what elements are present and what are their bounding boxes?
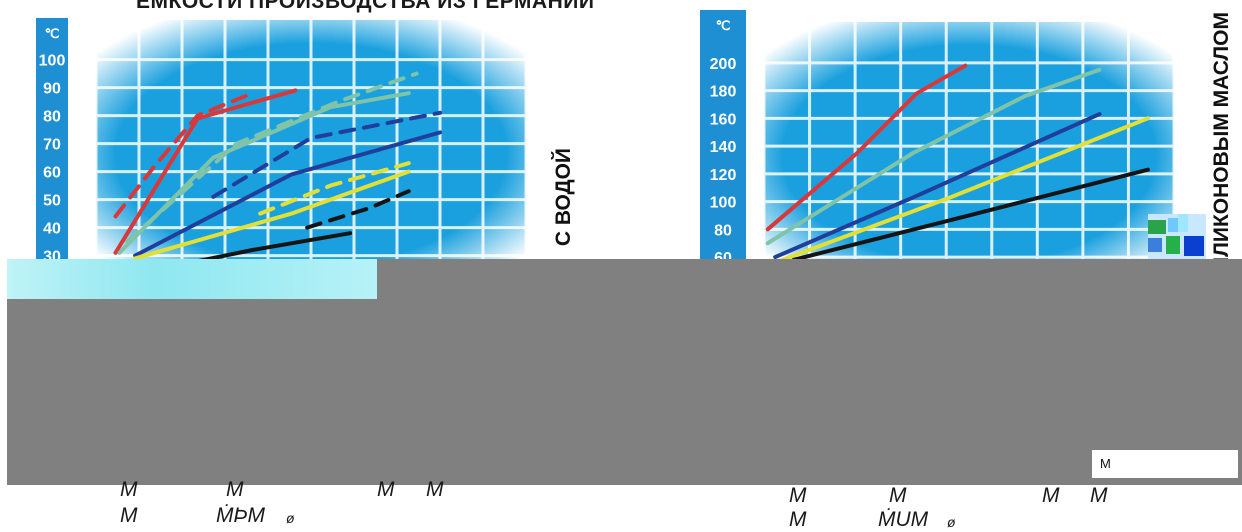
y-tick-label: 160 <box>710 111 737 128</box>
y-axis-unit: ℃ <box>45 26 60 41</box>
series-line-teal-dashed <box>125 71 419 244</box>
y-tick-label: 200 <box>710 56 737 73</box>
y-tick-label: 100 <box>710 195 737 212</box>
y-tick-label: 50 <box>43 193 61 210</box>
series-line-yellow-dashed <box>258 161 411 216</box>
chart-silicone-oil: ℃2001801601401201008060 <box>700 10 1176 267</box>
cyan-overlay-strip <box>7 259 377 299</box>
footer-right-4: М <box>1090 484 1108 507</box>
footer-right-5: М <box>789 508 807 531</box>
y-tick-label: 80 <box>43 109 61 126</box>
footer-left-7: ø <box>286 510 295 526</box>
series-line-black <box>195 231 353 264</box>
y-tick-label: 60 <box>43 165 61 182</box>
footer-right-3: М <box>1042 484 1060 507</box>
series-line-red <box>765 63 968 232</box>
series-line-navy <box>773 112 1102 260</box>
y-axis-unit: ℃ <box>716 18 731 33</box>
series-line-yellow <box>133 169 411 261</box>
footer-left-1: М <box>120 478 138 501</box>
series-line-black <box>791 167 1150 262</box>
y-tick-label: 140 <box>710 139 737 156</box>
plot-area <box>762 22 1176 264</box>
footer-left-5: М <box>120 504 138 527</box>
footer-right-6: ṀUМ <box>878 508 929 531</box>
y-tick-label: 90 <box>43 81 61 98</box>
y-tick-label: 80 <box>714 222 732 239</box>
series-line-navy-dashed <box>211 110 442 199</box>
series-line-red-dashed <box>113 91 255 219</box>
footer-right-7: ø <box>947 514 956 530</box>
y-axis-bar <box>36 18 68 264</box>
footer-right-1: М <box>789 484 807 507</box>
y-tick-label: 120 <box>710 167 737 184</box>
footer-box: М <box>1092 450 1238 478</box>
series-line-navy <box>133 130 442 258</box>
y-tick-label: 180 <box>710 84 737 101</box>
water-side-label: С ВОДОЙ <box>552 148 575 247</box>
footer-left-6: ṀϷМ <box>216 504 265 527</box>
footer-left-4: М <box>426 478 444 501</box>
y-tick-label: 100 <box>39 53 66 70</box>
footer-left-2: М <box>226 478 244 501</box>
page-title: ЕМКОСТИ ПРОИЗВОДСТВА ИЗ ГЕРМАНИИ <box>136 0 595 13</box>
y-tick-label: 40 <box>43 221 61 238</box>
series-line-yellow <box>780 116 1150 262</box>
footer-right-2: М <box>889 484 907 507</box>
color-artifact-patch <box>1148 214 1206 260</box>
y-tick-label: 70 <box>43 137 61 154</box>
footer-left-3: М <box>377 478 395 501</box>
series-line-teal <box>765 67 1102 246</box>
y-axis-bar <box>700 10 746 264</box>
